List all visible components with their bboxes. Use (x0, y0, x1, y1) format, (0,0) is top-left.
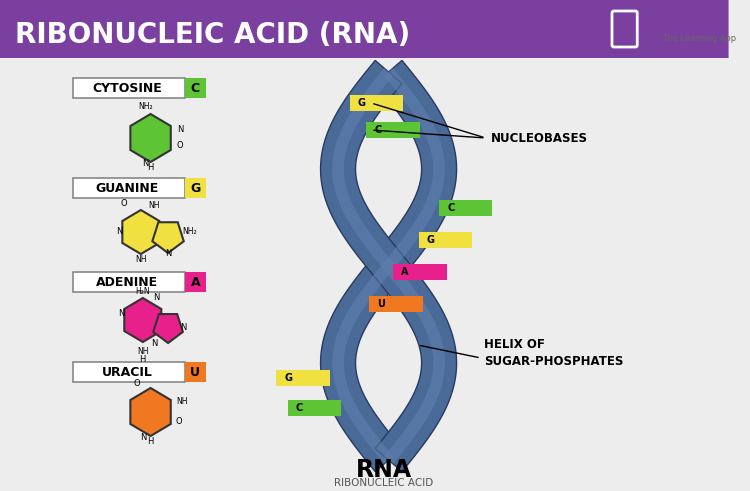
Polygon shape (130, 114, 171, 162)
Polygon shape (332, 68, 445, 464)
FancyBboxPatch shape (369, 296, 422, 312)
Text: NH₂: NH₂ (139, 102, 153, 110)
Text: N: N (165, 249, 171, 258)
Text: G: G (358, 98, 365, 108)
Text: URACIL: URACIL (102, 365, 153, 379)
Polygon shape (152, 222, 184, 253)
Polygon shape (320, 60, 457, 471)
Text: C: C (374, 125, 382, 135)
FancyBboxPatch shape (73, 362, 184, 382)
Text: H: H (148, 164, 154, 172)
Text: G: G (427, 235, 435, 245)
Text: O: O (120, 199, 127, 209)
FancyBboxPatch shape (184, 78, 206, 98)
Text: RIBONUCLEIC ACID: RIBONUCLEIC ACID (334, 478, 433, 488)
Text: NUCLEOBASES: NUCLEOBASES (490, 132, 587, 144)
FancyBboxPatch shape (73, 272, 184, 292)
Text: A: A (190, 275, 200, 289)
Polygon shape (320, 60, 457, 471)
Text: H₂N: H₂N (136, 288, 150, 297)
Polygon shape (130, 388, 171, 436)
Text: ADENINE: ADENINE (96, 275, 158, 289)
Text: NH: NH (148, 201, 160, 211)
Text: BYJU'S: BYJU'S (662, 16, 708, 28)
Text: NH₂: NH₂ (182, 227, 196, 237)
Text: C: C (296, 403, 303, 413)
Text: N: N (142, 160, 148, 168)
Text: NH: NH (137, 348, 148, 356)
Text: N: N (118, 309, 124, 319)
FancyBboxPatch shape (73, 78, 184, 98)
FancyBboxPatch shape (288, 400, 341, 416)
Text: N: N (116, 227, 123, 237)
FancyBboxPatch shape (394, 264, 447, 280)
Text: A: A (401, 267, 409, 277)
FancyBboxPatch shape (350, 95, 404, 111)
Text: CYTOSINE: CYTOSINE (92, 82, 162, 94)
Text: H: H (148, 436, 154, 445)
Text: GUANINE: GUANINE (96, 182, 159, 194)
FancyBboxPatch shape (419, 232, 472, 248)
Polygon shape (332, 68, 445, 464)
Text: G: G (284, 373, 292, 383)
Text: C: C (447, 203, 454, 213)
Text: O: O (134, 379, 140, 387)
Text: O: O (177, 141, 184, 151)
Text: N: N (177, 126, 183, 135)
FancyBboxPatch shape (73, 178, 184, 198)
FancyBboxPatch shape (439, 200, 493, 216)
FancyBboxPatch shape (277, 370, 330, 386)
Text: U: U (190, 365, 200, 379)
Text: C: C (190, 82, 200, 94)
Polygon shape (153, 314, 183, 343)
FancyBboxPatch shape (605, 5, 644, 53)
Text: RIBONUCLEIC ACID (RNA): RIBONUCLEIC ACID (RNA) (14, 21, 410, 49)
Text: The Learning App: The Learning App (662, 33, 736, 43)
Text: NH: NH (176, 398, 188, 407)
Text: N: N (152, 339, 157, 349)
FancyBboxPatch shape (0, 0, 728, 58)
FancyBboxPatch shape (184, 362, 206, 382)
Polygon shape (122, 210, 159, 254)
Text: G: G (190, 182, 200, 194)
Text: RNA: RNA (356, 458, 412, 482)
Text: H: H (140, 355, 146, 364)
Text: N: N (153, 293, 160, 301)
Text: O: O (176, 417, 182, 427)
Polygon shape (124, 298, 161, 342)
FancyBboxPatch shape (184, 272, 206, 292)
Text: NH: NH (135, 255, 146, 265)
Text: U: U (377, 299, 385, 309)
Text: N: N (181, 323, 187, 331)
Text: HELIX OF
SUGAR-PHOSPHATES: HELIX OF SUGAR-PHOSPHATES (484, 338, 623, 368)
Text: N: N (140, 434, 147, 442)
FancyBboxPatch shape (184, 178, 206, 198)
FancyBboxPatch shape (366, 122, 420, 138)
